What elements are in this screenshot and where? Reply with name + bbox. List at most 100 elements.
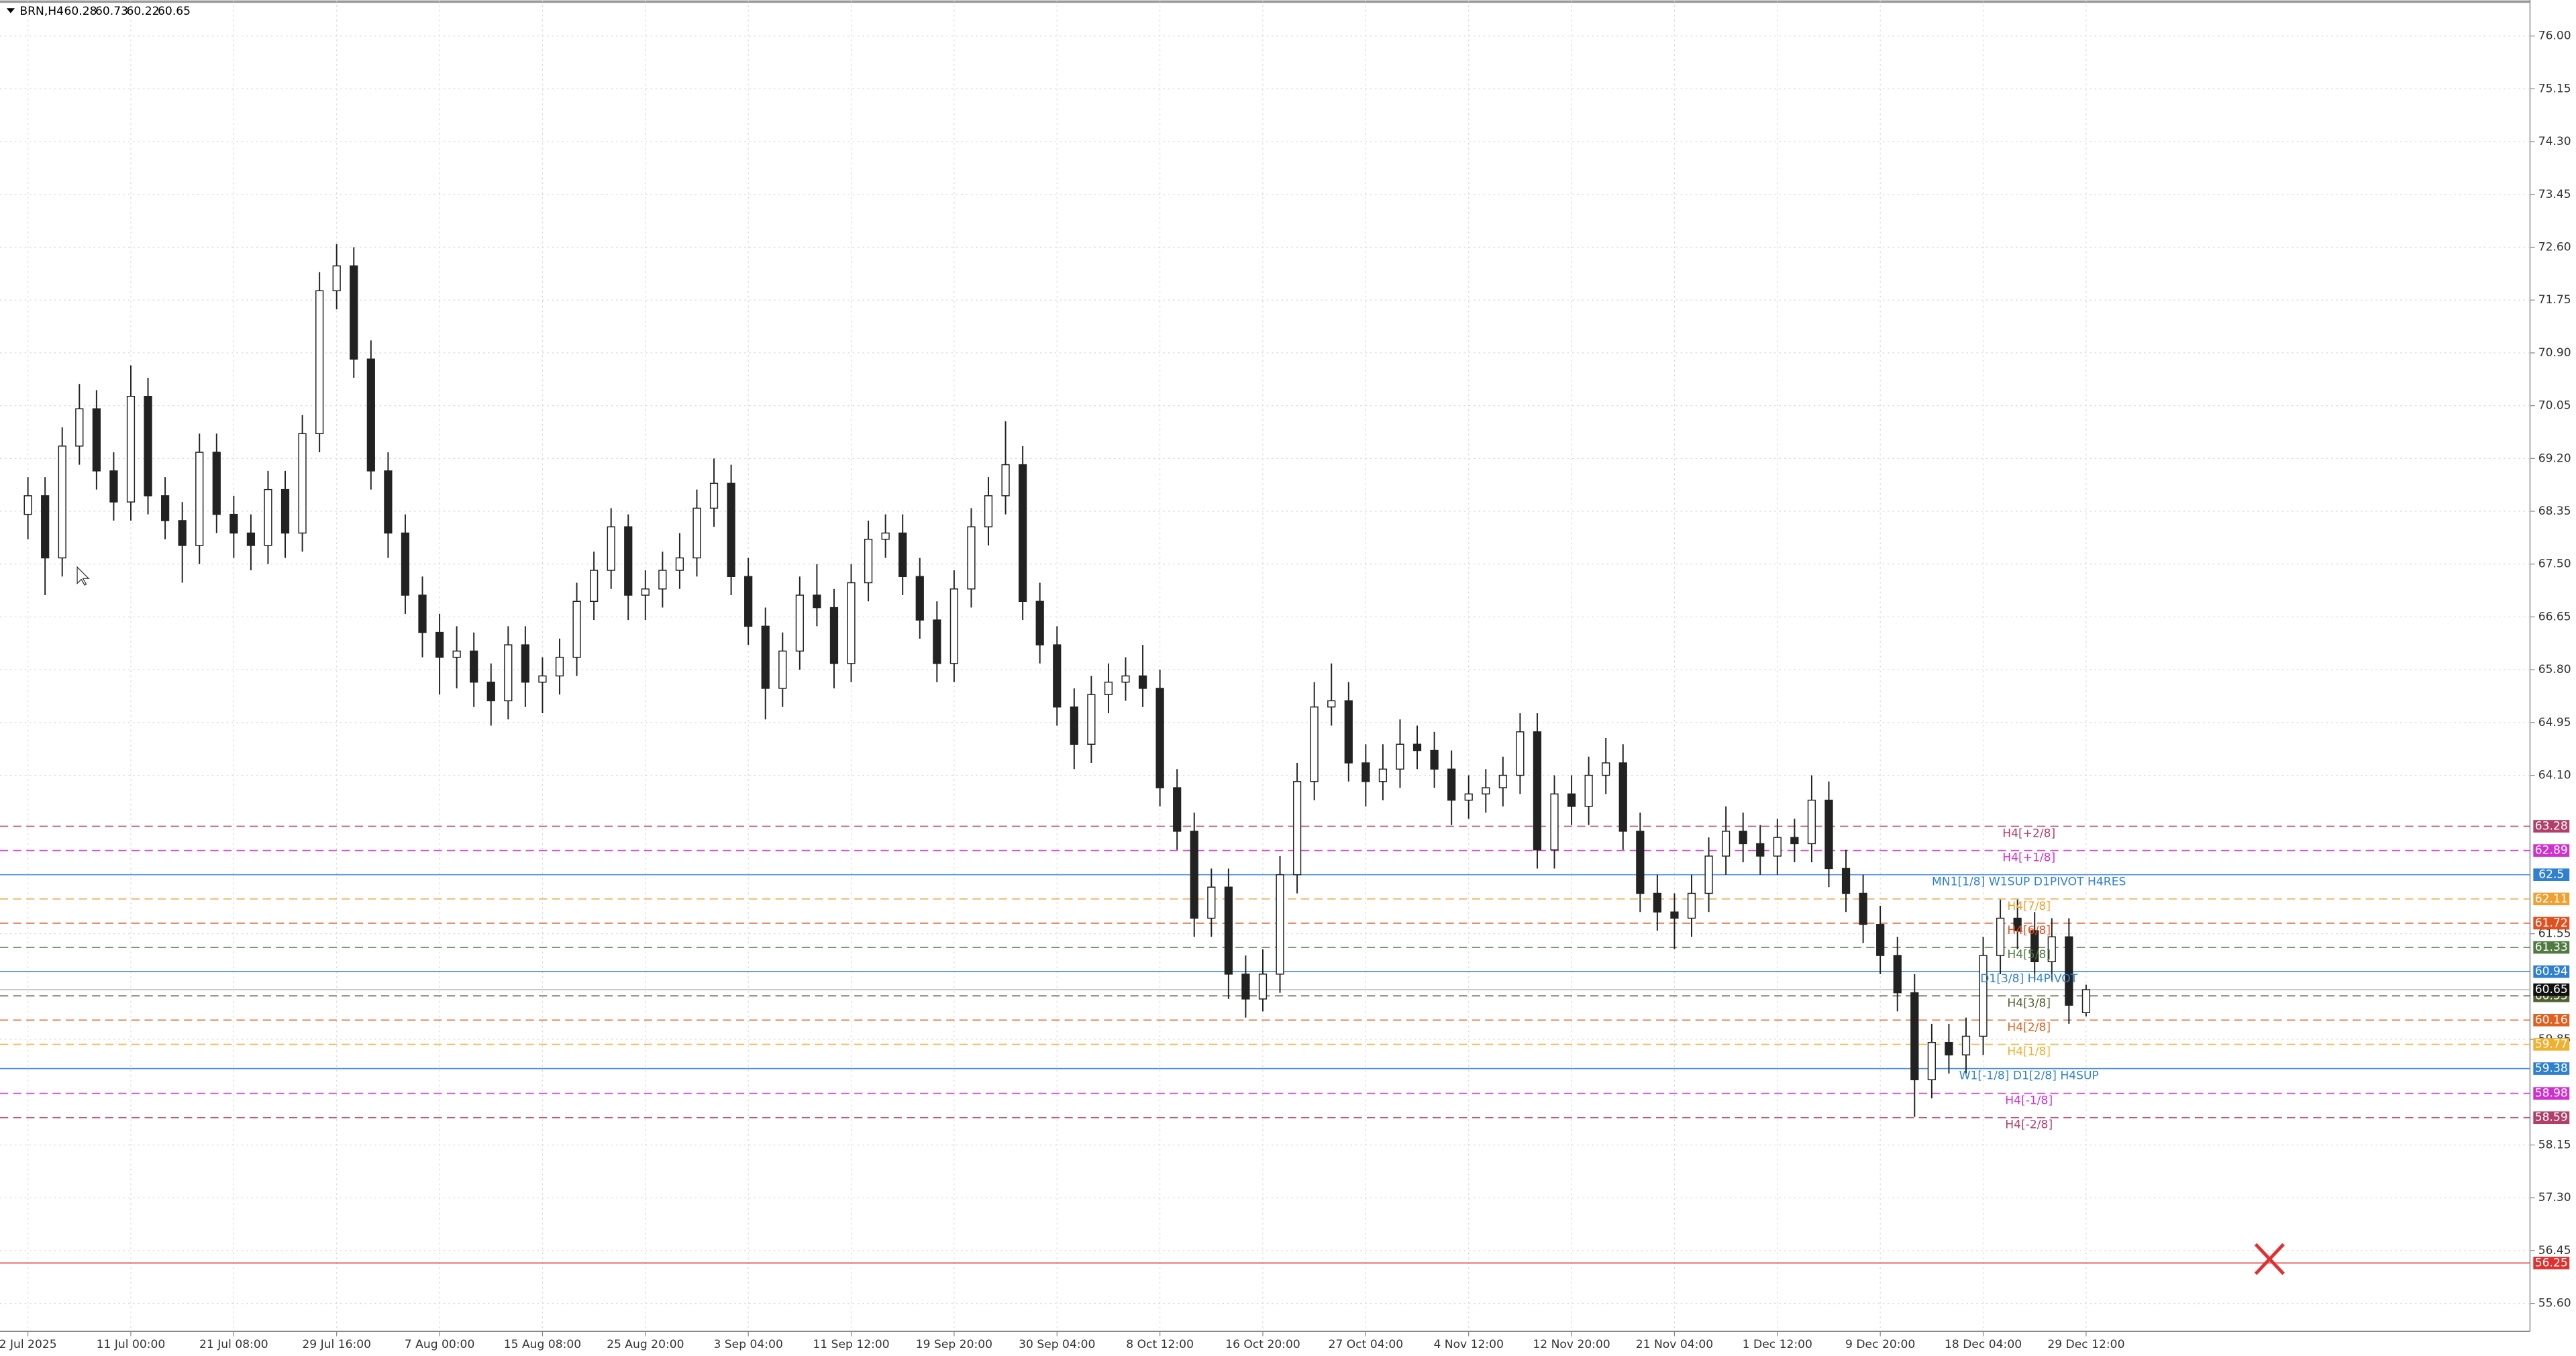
candle-body	[1722, 831, 1731, 857]
price-tag-label: 58.59	[2535, 1111, 2568, 1125]
candle-body	[109, 470, 118, 503]
candle-body	[1876, 924, 1885, 956]
candle-body	[692, 507, 701, 559]
x-tick-label: 18 Dec 04:00	[1945, 1338, 2022, 1351]
candle-body	[555, 656, 564, 677]
candle-body	[1653, 892, 1662, 912]
price-tag	[2533, 1257, 2570, 1269]
close-marker[interactable]	[2254, 1243, 2285, 1275]
candle-body	[1396, 743, 1404, 770]
candle-body	[178, 520, 187, 546]
price-tag-label: 62.89	[2535, 844, 2568, 857]
price-tag-label: 60.16	[2535, 1013, 2568, 1027]
level-label: W1[-1/8] D1[2/8] H4SUP	[1959, 1070, 2099, 1083]
candle-body	[1190, 831, 1198, 919]
candle-body	[1979, 955, 1988, 1037]
x-tick-label: 21 Jul 08:00	[199, 1338, 268, 1351]
level-label: MN1[1/8] W1SUP D1PIVOT H4RES	[1932, 876, 2126, 889]
candle-body	[1567, 793, 1576, 807]
current-price-tag	[2533, 983, 2570, 996]
y-tick-label: 55.60	[2538, 1297, 2571, 1310]
candle-body	[590, 570, 599, 603]
x-tick-label: 25 Aug 20:00	[607, 1338, 684, 1351]
price-tag-label: 56.25	[2535, 1256, 2568, 1269]
y-tick-label: 66.65	[2538, 610, 2571, 623]
price-tag-label: 61.33	[2535, 941, 2568, 954]
candle-body	[332, 265, 341, 292]
y-tick-label: 64.95	[2538, 716, 2571, 729]
labels: H4[+2/8] 63.28 H4[+1/8] 62.89 MN1[1/8] W1SUP…	[1932, 819, 2570, 1269]
candle-body	[1019, 464, 1027, 603]
y-tick-label: 73.45	[2538, 188, 2571, 201]
candle-body	[1121, 675, 1130, 683]
candle-body	[1859, 892, 1867, 925]
candle-body	[384, 470, 393, 534]
candle-body	[195, 452, 204, 546]
candle-body	[967, 526, 976, 590]
candle-body	[624, 526, 633, 596]
y-tick-label: 75.15	[2538, 82, 2571, 95]
x-tick-label: 8 Oct 12:00	[1126, 1338, 1194, 1351]
candle-body	[1001, 464, 1010, 497]
candle-body	[1550, 793, 1559, 851]
candle-body	[2065, 936, 2073, 1006]
candle-body	[881, 532, 890, 540]
candle-body	[709, 482, 719, 509]
price-tag	[2533, 941, 2570, 954]
price-tag-label: 60.94	[2535, 965, 2568, 978]
candle-body	[795, 594, 804, 652]
candle-body	[538, 675, 547, 683]
candle-body	[280, 488, 290, 534]
candle-body	[675, 557, 684, 571]
candle-body	[1087, 694, 1096, 745]
candle-body	[1824, 799, 1833, 870]
mouse-cursor	[76, 566, 90, 586]
candle-body	[1602, 762, 1610, 776]
level-label: H4[-2/8]	[2005, 1118, 2053, 1132]
candle-body	[1636, 831, 1645, 894]
candle-body	[1104, 681, 1113, 695]
header-open: 60.28	[64, 5, 97, 18]
price-tag-label: 62.11	[2535, 892, 2568, 906]
candle-body	[813, 594, 821, 609]
candle-body	[1945, 1041, 1953, 1055]
price-tag-label: 59.77	[2535, 1037, 2568, 1051]
candle-body	[572, 601, 581, 658]
candle-body	[778, 650, 787, 689]
candle-body	[1618, 762, 1627, 832]
candle-body	[1807, 799, 1816, 845]
price-tag-label: 62.5	[2538, 868, 2564, 882]
price-tag	[2533, 868, 2570, 882]
level-label: H4[1/8]	[2007, 1045, 2051, 1058]
header-close: 60.65	[158, 5, 191, 18]
candle-body	[1996, 917, 2005, 956]
candle-body	[1927, 1041, 1936, 1080]
candle-body	[212, 452, 221, 515]
menu-arrow[interactable]	[6, 8, 15, 13]
x-tick-label: 15 Aug 08:00	[504, 1338, 581, 1351]
price-tag-label: 59.38	[2535, 1062, 2568, 1076]
candle-body	[1224, 886, 1233, 975]
candle-body	[2081, 989, 2091, 1013]
candle-body	[401, 532, 410, 596]
candle-body	[915, 576, 924, 621]
price-tag-label: 61.72	[2535, 917, 2568, 930]
candle-body	[1053, 644, 1062, 708]
candle-body	[1258, 974, 1268, 1000]
symbol: BRN,H4	[19, 5, 64, 18]
candle-body	[1412, 743, 1422, 751]
candle-body	[1138, 675, 1147, 689]
x-tick-label: 3 Sep 04:00	[713, 1338, 782, 1351]
header-high: 60.73	[95, 5, 128, 18]
candle-body	[23, 495, 32, 515]
candle-body	[1498, 774, 1507, 788]
x-tick-label: 9 Dec 20:00	[1845, 1338, 1915, 1351]
x-tick-label: 29 Dec 12:00	[2047, 1338, 2124, 1351]
candle-body	[1292, 781, 1302, 876]
header-low: 60.22	[127, 5, 160, 18]
x-tick-label: 19 Sep 20:00	[916, 1338, 992, 1351]
candle-body	[1447, 768, 1456, 801]
x-tick-label: 11 Jul 00:00	[97, 1338, 166, 1351]
